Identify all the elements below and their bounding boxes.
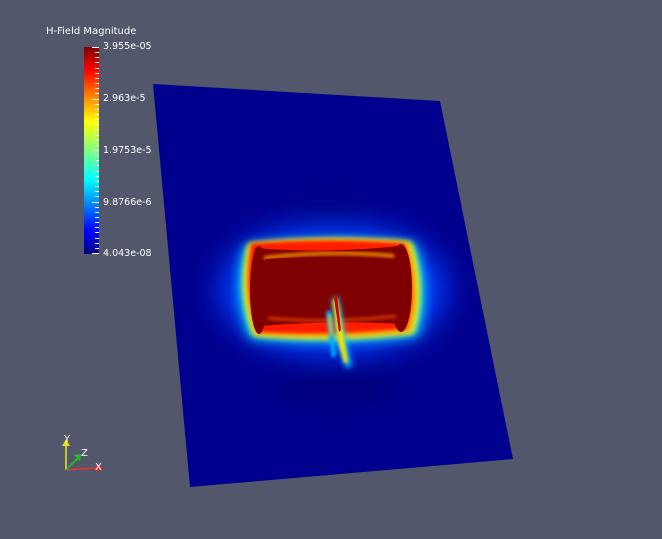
legend-tick-label-3: 1.9753e-5 — [103, 145, 152, 156]
field-hotspot — [218, 202, 448, 405]
axis-label-y: Y — [64, 434, 71, 445]
axis-label-x: X — [95, 462, 102, 473]
legend-min-label: 4.043e-08 — [103, 248, 152, 259]
legend-tick-label-4: 9.8766e-6 — [103, 197, 152, 208]
legend-tick-label-2: 2.963e-5 — [103, 93, 146, 104]
legend-title: H-Field Magnitude — [46, 26, 137, 37]
axis-label-z: Z — [81, 448, 88, 459]
axes-triad — [62, 439, 103, 472]
legend-max-label: 3.955e-05 — [103, 41, 152, 52]
colorbar — [84, 47, 99, 254]
